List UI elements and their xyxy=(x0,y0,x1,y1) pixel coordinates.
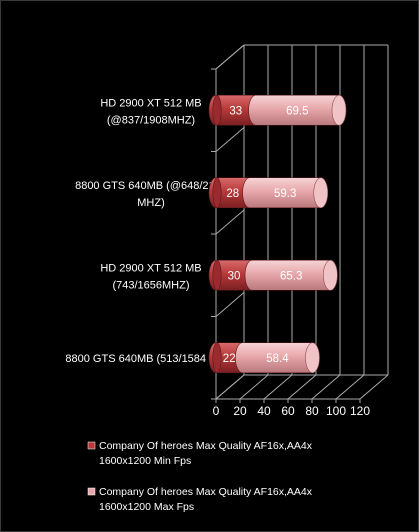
side-wall-line-2 xyxy=(215,209,245,235)
bar-end-cap-1 xyxy=(313,177,329,209)
side-wall-line-4 xyxy=(215,374,245,400)
category-label-1: 8800 GTS 640MB (@648/2160 MHZ) xyxy=(75,180,227,209)
category-label-2: HD 2900 XT 512 MB (743/1656MHZ) xyxy=(100,262,201,291)
x-tick-label-20: 20 xyxy=(233,404,247,418)
floor-line-100 xyxy=(335,374,365,400)
side-wall-line-3 xyxy=(215,292,245,317)
bar-start-cap-2 xyxy=(212,259,222,291)
side-wall-line-0 xyxy=(215,44,245,70)
category-label-line: HD 2900 XT 512 MB xyxy=(100,262,201,274)
data-label-max-0: 69.5 xyxy=(286,105,308,117)
legend-label-1-0: Company Of heroes Max Quality AF16x,AA4x xyxy=(99,486,313,498)
floor-line-120 xyxy=(359,374,389,400)
bar-end-cap-3 xyxy=(305,342,320,374)
x-tick-label-60: 60 xyxy=(281,404,295,418)
x-tick-label-120: 120 xyxy=(350,404,370,418)
bar-start-cap-3 xyxy=(212,342,222,374)
data-label-max-2: 65.3 xyxy=(280,270,302,282)
category-label-line: 8800 GTS 640MB (513/1584 MHZ) xyxy=(65,353,236,365)
floor-line-20 xyxy=(239,374,269,400)
legend-label-0-1: 1600x1200 Min Fps xyxy=(99,455,191,467)
legend-swatch-0 xyxy=(87,441,96,450)
legend-label-0-0: Company Of heroes Max Quality AF16x,AA4x xyxy=(99,440,313,452)
legend-label-1-1: 1600x1200 Max Fps xyxy=(99,501,194,513)
bar-end-cap-0 xyxy=(331,94,347,126)
x-tick-label-80: 80 xyxy=(305,404,319,418)
plot-frame: 0 20 40 60 80 100 120 HD 2900 XT 512 MB (@837/19… xyxy=(65,44,389,418)
floor-line-80 xyxy=(311,374,341,400)
category-label-3: 8800 GTS 640MB (513/1584 MHZ) xyxy=(65,353,236,365)
data-label-min-0: 33 xyxy=(229,105,242,117)
bar-start-cap-1 xyxy=(212,177,222,209)
category-label-line: HD 2900 XT 512 MB xyxy=(100,97,201,109)
side-wall-line-1 xyxy=(215,127,245,152)
data-label-min-3: 22 xyxy=(223,353,236,365)
data-label-min-2: 30 xyxy=(228,270,241,282)
x-tick-label-100: 100 xyxy=(326,404,346,418)
floor-line-60 xyxy=(287,374,317,400)
data-label-max-1: 59.3 xyxy=(274,188,296,200)
x-tick-label-0: 0 xyxy=(213,404,220,418)
category-label-0: HD 2900 XT 512 MB (@837/1908MHZ) xyxy=(100,97,201,126)
bar-start-cap-0 xyxy=(212,94,222,126)
category-label-line: 8800 GTS 640MB (@648/2160 xyxy=(75,180,227,192)
category-label-line: (743/1656MHZ) xyxy=(112,279,189,291)
x-tick-label-40: 40 xyxy=(257,404,271,418)
legend-swatch-1 xyxy=(87,487,96,496)
data-label-max-3: 58.4 xyxy=(266,353,289,365)
data-label-min-1: 28 xyxy=(226,188,239,200)
category-label-line: (@837/1908MHZ) xyxy=(107,114,195,126)
bar-end-cap-2 xyxy=(323,259,338,291)
category-label-line: MHZ) xyxy=(137,197,165,209)
floor-line-40 xyxy=(263,374,293,400)
